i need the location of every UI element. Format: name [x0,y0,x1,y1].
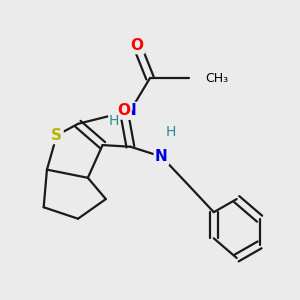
Text: H: H [109,114,119,128]
Text: N: N [124,103,137,118]
Text: H: H [166,125,176,139]
Text: N: N [155,149,168,164]
Text: O: O [130,38,143,53]
Text: O: O [117,103,130,118]
Text: CH₃: CH₃ [206,71,229,85]
Text: S: S [51,128,62,143]
